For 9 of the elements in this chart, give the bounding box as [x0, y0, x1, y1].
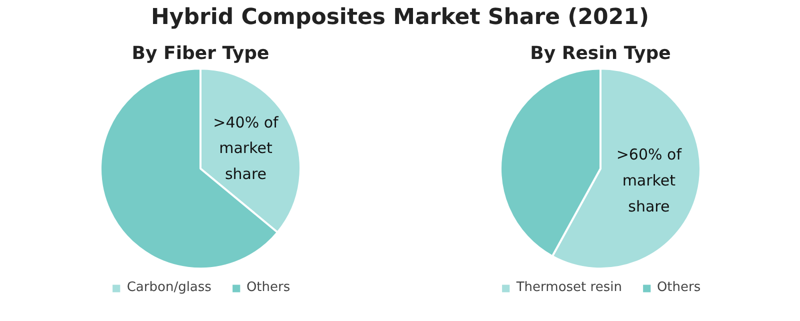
chart-subtitle: By Resin Type [530, 43, 671, 64]
text: >40% of market share [213, 113, 280, 184]
text: Hybrid Composites Market Share (2021) [150, 4, 650, 32]
legend-label: Carbon/glass [126, 280, 212, 295]
legend-label: Others [246, 280, 290, 295]
legend-label: Others [656, 280, 701, 295]
legend-label: Thermoset resin [516, 280, 622, 295]
text: >60% of market share [616, 146, 682, 216]
chart-subtitle: By Fiber Type [132, 43, 270, 64]
